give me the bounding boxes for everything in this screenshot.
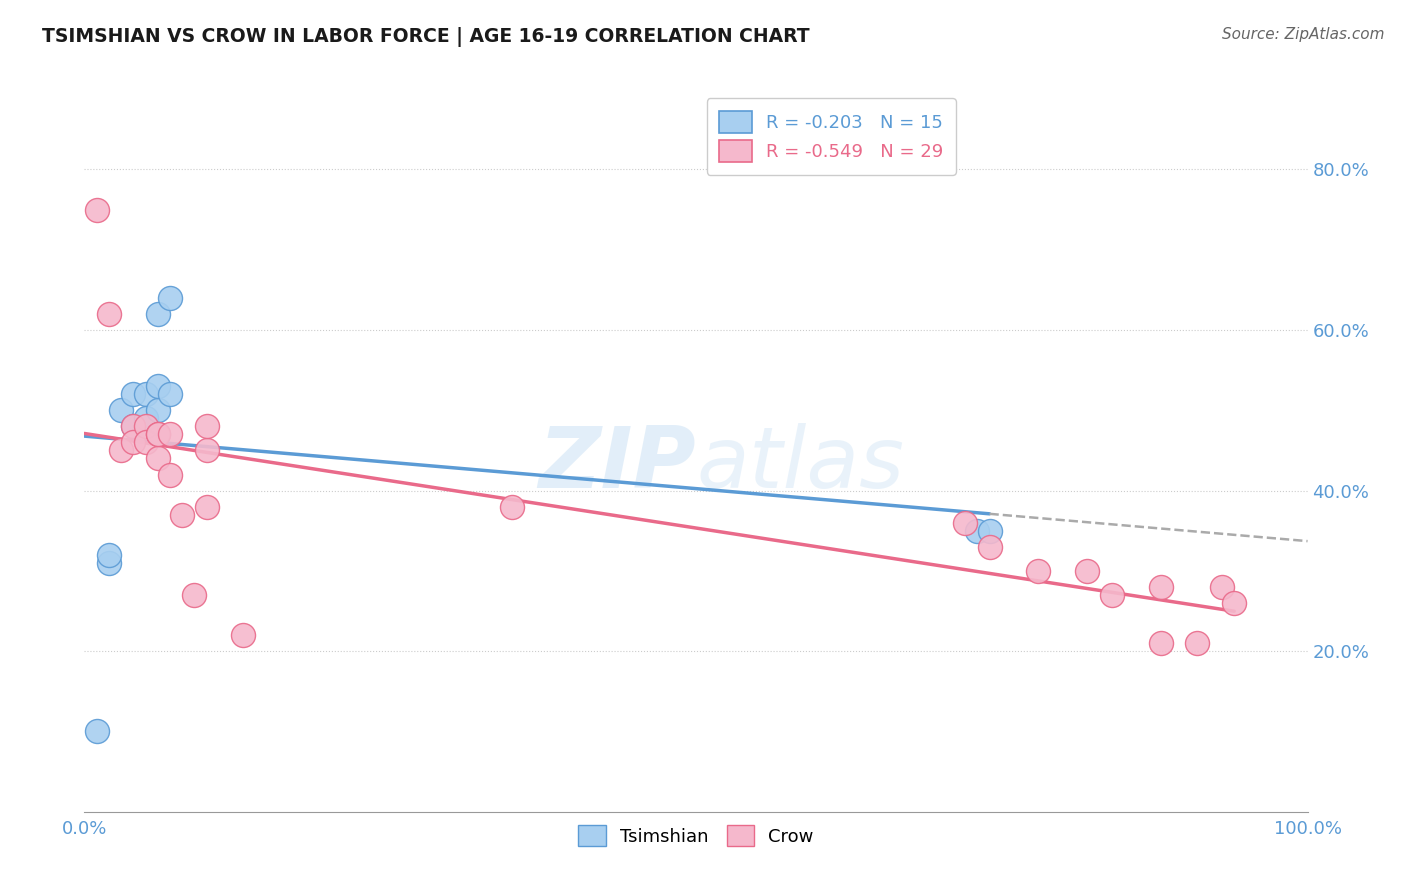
Point xyxy=(1223,596,1246,610)
Text: atlas: atlas xyxy=(696,424,904,507)
Point xyxy=(135,387,157,401)
Point xyxy=(110,443,132,458)
Point xyxy=(97,548,120,562)
Point xyxy=(122,419,145,434)
Point xyxy=(110,403,132,417)
Point xyxy=(135,411,157,425)
Point xyxy=(232,628,254,642)
Point xyxy=(146,451,169,466)
Point xyxy=(195,500,218,514)
Point xyxy=(172,508,194,522)
Point xyxy=(146,307,169,321)
Point xyxy=(195,419,218,434)
Point xyxy=(979,524,1001,538)
Point xyxy=(86,724,108,739)
Point xyxy=(1150,580,1173,594)
Point xyxy=(159,387,181,401)
Point xyxy=(1076,564,1098,578)
Text: ZIP: ZIP xyxy=(538,424,696,507)
Text: Source: ZipAtlas.com: Source: ZipAtlas.com xyxy=(1222,27,1385,42)
Point xyxy=(159,467,181,482)
Point xyxy=(1187,636,1209,650)
Point xyxy=(159,427,181,442)
Point xyxy=(979,540,1001,554)
Point xyxy=(183,588,205,602)
Point xyxy=(502,500,524,514)
Point xyxy=(135,419,157,434)
Point xyxy=(1028,564,1050,578)
Point xyxy=(159,291,181,305)
Point xyxy=(146,427,169,442)
Point xyxy=(97,307,120,321)
Point xyxy=(97,556,120,570)
Point xyxy=(146,403,169,417)
Point xyxy=(195,443,218,458)
Text: TSIMSHIAN VS CROW IN LABOR FORCE | AGE 16-19 CORRELATION CHART: TSIMSHIAN VS CROW IN LABOR FORCE | AGE 1… xyxy=(42,27,810,46)
Point xyxy=(86,202,108,217)
Point xyxy=(1150,636,1173,650)
Point xyxy=(966,524,988,538)
Point xyxy=(135,435,157,450)
Point xyxy=(953,516,976,530)
Point xyxy=(122,387,145,401)
Point xyxy=(1211,580,1233,594)
Point xyxy=(146,379,169,393)
Point xyxy=(1101,588,1123,602)
Point xyxy=(146,427,169,442)
Point xyxy=(122,435,145,450)
Point xyxy=(122,419,145,434)
Legend: Tsimshian, Crow: Tsimshian, Crow xyxy=(571,818,821,854)
